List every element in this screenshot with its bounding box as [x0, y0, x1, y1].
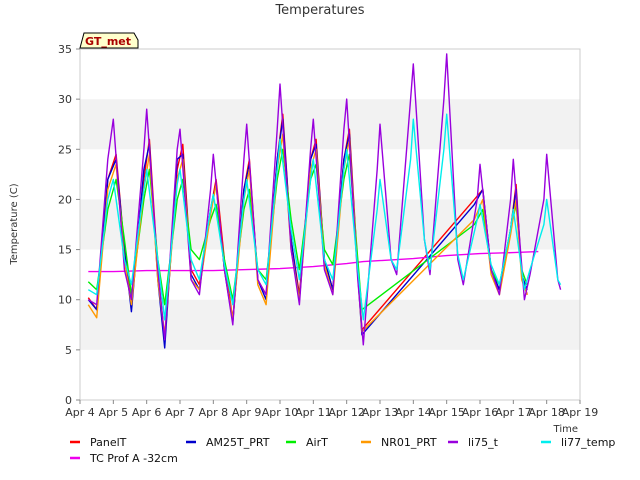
x-tick-label: Apr 14	[395, 406, 432, 419]
y-tick-label: 10	[58, 294, 72, 307]
x-tick-label: Apr 13	[362, 406, 399, 419]
x-tick-label: Apr 9	[232, 406, 262, 419]
grid-band	[80, 149, 580, 200]
x-tick-label: Apr 17	[495, 406, 532, 419]
x-tick-label: Apr 18	[528, 406, 565, 419]
chart-title: Temperatures	[274, 3, 364, 18]
x-tick-label: Apr 5	[99, 406, 129, 419]
x-tick-label: Apr 10	[262, 406, 299, 419]
legend: PanelT TC Prof A -32cm AM25T_PRT AirT NR01_P…	[70, 436, 615, 465]
legend-label: AirT	[306, 436, 328, 449]
x-tick-label: Apr 16	[462, 406, 499, 419]
y-tick-label: 5	[65, 344, 72, 357]
y-tick-label: 15	[58, 244, 72, 257]
y-tick-label: 35	[58, 43, 72, 56]
x-tick-label: Apr 8	[199, 406, 229, 419]
plot-border	[79, 48, 581, 401]
series-line-am25t-prt	[87, 118, 528, 349]
legend-item: li75_t	[448, 436, 499, 449]
legend-label: TC Prof A -32cm	[89, 452, 178, 465]
x-tick-label: Apr 19	[562, 406, 599, 419]
x-tick-label: Apr 7	[165, 406, 195, 419]
site-badge-label: GT_met	[85, 35, 131, 48]
legend-label: li77_temp	[561, 436, 615, 449]
grid-band	[80, 299, 580, 350]
grid-band	[80, 99, 580, 150]
grid-band	[80, 199, 580, 250]
grid-band	[80, 49, 580, 100]
series-layer	[87, 53, 562, 349]
series-line-airt	[87, 148, 528, 311]
legend-label: NR01_PRT	[381, 436, 437, 449]
x-tick-label: Apr 12	[328, 406, 365, 419]
legend-item: TC Prof A -32cm	[70, 452, 178, 465]
legend-item: AirT	[286, 436, 328, 449]
x-tick-label: Apr 15	[428, 406, 465, 419]
legend-item: li77_temp	[541, 436, 615, 449]
y-tick-label: 0	[65, 394, 72, 407]
legend-label: PanelT	[90, 436, 127, 449]
grid-bands	[80, 49, 580, 400]
y-tick-label: 25	[58, 143, 72, 156]
series-line-tc-prof-a-32cm	[88, 250, 539, 273]
x-tick-label: Apr 11	[295, 406, 332, 419]
legend-label: AM25T_PRT	[206, 436, 270, 449]
series-line-nr01-prt	[87, 133, 528, 336]
legend-item: NR01_PRT	[361, 436, 437, 449]
site-badge: GT_met	[79, 32, 139, 49]
y-axis-label: Temperature (C)	[9, 183, 20, 265]
x-tick-label: Apr 6	[132, 406, 162, 419]
x-axis-label: Time	[553, 424, 578, 435]
x-tick-label: Apr 4	[65, 406, 95, 419]
series-line-li77-temp	[87, 113, 562, 321]
y-tick-label: 30	[58, 93, 72, 106]
y-tick-label: 20	[58, 193, 72, 206]
grid-band	[80, 349, 580, 400]
legend-label: li75_t	[468, 436, 499, 449]
legend-item: AM25T_PRT	[186, 436, 270, 449]
legend-item: PanelT	[70, 436, 127, 449]
